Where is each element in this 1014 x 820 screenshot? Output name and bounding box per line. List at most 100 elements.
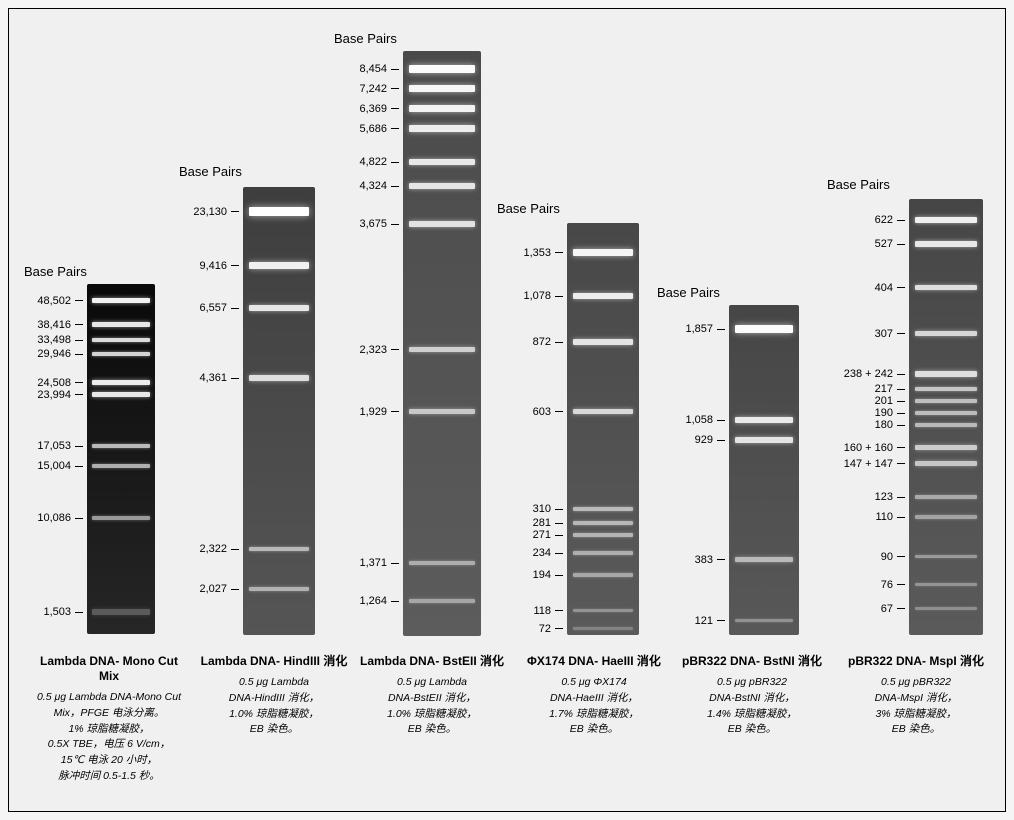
band <box>915 607 977 610</box>
tick-mark <box>75 446 83 447</box>
tick-mark <box>897 389 905 390</box>
band-label: 90 <box>881 551 905 563</box>
band <box>915 411 977 415</box>
band-label: 67 <box>881 603 905 615</box>
gel-lanes-container: Base Pairs48,50238,41633,49829,94624,508… <box>9 9 1005 811</box>
tick-mark <box>897 287 905 288</box>
lane-caption-pbr322-bstni: pBR322 DNA- BstNI 消化 0.5 μg pBR322 DNA-Bs… <box>677 654 827 738</box>
band-label: 147 + 147 <box>844 458 905 470</box>
band-label: 118 <box>533 605 563 617</box>
caption-desc: 0.5 μg pBR322 DNA-MspI 消化， 3% 琼脂糖凝胶， EB … <box>841 675 991 738</box>
band-label: 1,371 <box>359 557 399 569</box>
band <box>573 293 633 299</box>
tick-mark <box>897 463 905 464</box>
band-label: 123 <box>875 491 905 503</box>
band-label: 180 <box>875 419 905 431</box>
lane-caption-lambda-bsteii: Lambda DNA- BstEII 消化0.5 μg Lambda DNA-B… <box>357 654 507 738</box>
band-label: 72 <box>539 623 563 635</box>
tick-mark <box>555 628 563 629</box>
band <box>915 515 977 519</box>
tick-mark <box>391 563 399 564</box>
caption-title: pBR322 DNA- BstNI 消化 <box>677 654 827 669</box>
tick-mark <box>555 252 563 253</box>
band <box>915 555 977 558</box>
bp-header-pbr322-mspi: Base Pairs <box>827 177 890 192</box>
gel-lane-pbr322-bstni: 1,8571,058929383121 <box>729 305 799 635</box>
tick-mark <box>555 296 563 297</box>
tick-mark <box>555 342 563 343</box>
caption-desc: 0.5 μg pBR322 DNA-BstNI 消化， 1.4% 琼脂糖凝胶， … <box>677 675 827 738</box>
band <box>915 445 977 450</box>
band-label: 238 + 242 <box>844 368 905 380</box>
band-label: 24,508 <box>37 377 83 389</box>
tick-mark <box>391 186 399 187</box>
band-label: 2,322 <box>199 543 239 555</box>
tick-mark <box>75 382 83 383</box>
tick-mark <box>391 69 399 70</box>
band <box>735 417 794 423</box>
tick-mark <box>897 425 905 426</box>
tick-mark <box>555 523 563 524</box>
gel-lane-pbr322-mspi: 622527404307238 + 242217201190180160 + 1… <box>909 199 983 635</box>
tick-mark <box>897 517 905 518</box>
band-label: 4,822 <box>359 156 399 168</box>
band <box>409 183 475 189</box>
caption-title: Lambda DNA- Mono Cut Mix <box>34 654 184 684</box>
band-label: 1,058 <box>685 414 725 426</box>
band-label: 23,994 <box>37 389 83 401</box>
band-label: 5,686 <box>359 123 399 135</box>
band-label: 190 <box>875 407 905 419</box>
tick-mark <box>897 413 905 414</box>
band-label: 17,053 <box>37 440 83 452</box>
tick-mark <box>897 608 905 609</box>
tick-mark <box>391 601 399 602</box>
band-label: 234 <box>533 547 563 559</box>
bp-header-lambda-mono: Base Pairs <box>24 264 87 279</box>
band-label: 310 <box>533 503 563 515</box>
band-label: 281 <box>533 517 563 529</box>
gel-lane-lambda-hindiii: 23,1309,4166,5574,3612,3222,027 <box>243 187 315 635</box>
band-label: 15,004 <box>37 460 83 472</box>
band-label: 1,264 <box>359 595 399 607</box>
band <box>915 423 977 427</box>
band-label: 38,416 <box>37 319 83 331</box>
tick-mark <box>231 308 239 309</box>
band <box>92 516 149 520</box>
band <box>92 380 149 385</box>
band <box>573 249 633 256</box>
band <box>92 464 149 468</box>
band-label: 603 <box>533 406 563 418</box>
band-label: 929 <box>695 434 725 446</box>
tick-mark <box>717 620 725 621</box>
lane-caption-lambda-hindiii: Lambda DNA- HindIII 消化0.5 μg Lambda DNA-… <box>199 654 349 738</box>
band-label: 29,946 <box>37 348 83 360</box>
band-label: 160 + 160 <box>844 442 905 454</box>
band-label: 2,027 <box>199 583 239 595</box>
lane-caption-lambda-mono: Lambda DNA- Mono Cut Mix0.5 μg Lambda DN… <box>34 654 184 785</box>
band-label: 4,361 <box>199 372 239 384</box>
band <box>573 533 633 537</box>
band-label: 10,086 <box>37 512 83 524</box>
tick-mark <box>717 329 725 330</box>
band <box>92 609 149 615</box>
band-label: 271 <box>533 529 563 541</box>
tick-mark <box>231 265 239 266</box>
band-label: 8,454 <box>359 63 399 75</box>
band-label: 622 <box>875 214 905 226</box>
band <box>735 325 794 333</box>
caption-title: Lambda DNA- BstEII 消化 <box>357 654 507 669</box>
band <box>573 551 633 555</box>
tick-mark <box>897 333 905 334</box>
band <box>409 125 475 132</box>
band-label: 6,369 <box>359 103 399 115</box>
band-label: 1,078 <box>523 290 563 302</box>
caption-title: ΦX174 DNA- HaeIII 消化 <box>519 654 669 669</box>
figure-frame: Base Pairs48,50238,41633,49829,94624,508… <box>8 8 1006 812</box>
band-label: 872 <box>533 336 563 348</box>
band <box>915 217 977 223</box>
band <box>573 409 633 414</box>
band <box>409 561 475 565</box>
tick-mark <box>75 340 83 341</box>
band-label: 307 <box>875 328 905 340</box>
band <box>409 105 475 112</box>
